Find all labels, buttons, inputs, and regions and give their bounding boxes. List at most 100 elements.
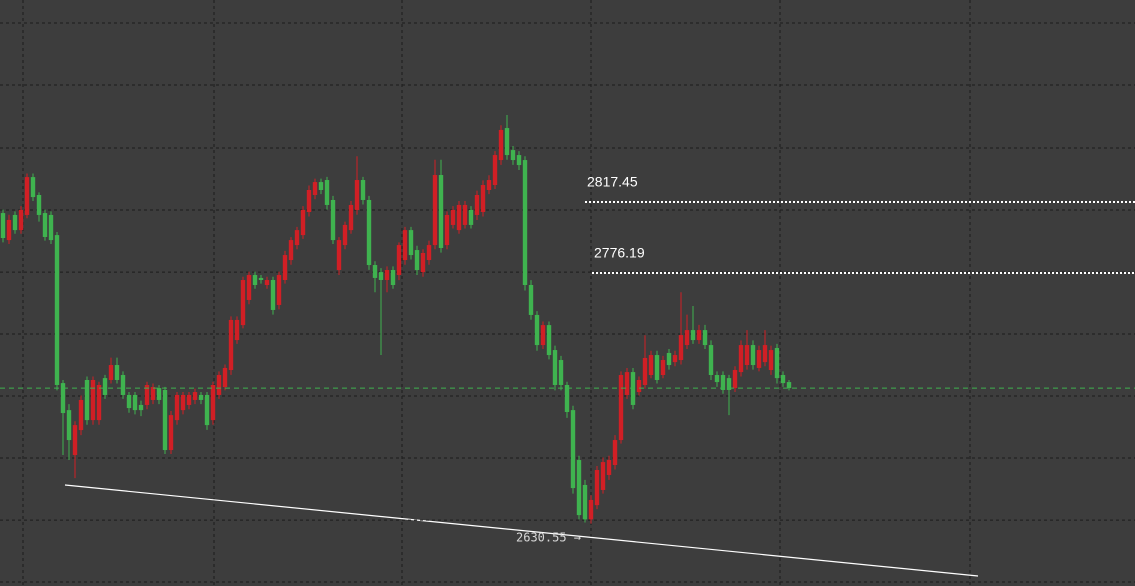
candle-body — [756, 350, 762, 368]
candle-body — [510, 150, 516, 161]
candle-body — [672, 355, 678, 363]
candle-body — [486, 180, 492, 190]
candle-body — [36, 194, 42, 215]
candle-body — [474, 194, 480, 215]
candle-body — [114, 365, 120, 380]
candle-body — [210, 384, 216, 421]
candle-body — [420, 252, 426, 273]
candle-body — [648, 355, 654, 376]
candle-body — [300, 209, 306, 236]
candle-body — [48, 214, 54, 241]
candle-body — [702, 330, 708, 346]
candle-body — [78, 399, 84, 431]
candle-body — [438, 175, 444, 248]
candle-body — [666, 352, 672, 366]
candle-body — [336, 240, 342, 271]
candle-body — [282, 255, 288, 281]
candle-body — [384, 270, 390, 281]
candle-body — [576, 460, 582, 516]
candle-body — [726, 378, 732, 390]
candle-body — [168, 415, 174, 451]
candle-body — [318, 182, 324, 190]
candle-body — [642, 357, 648, 385]
candle-body — [690, 330, 696, 341]
candle-body — [618, 375, 624, 441]
candle-body — [432, 175, 438, 246]
candle-body — [396, 245, 402, 276]
candle-body — [546, 325, 552, 356]
candle-body — [660, 360, 666, 376]
candle-body — [498, 129, 504, 161]
candle-body — [12, 214, 18, 231]
candle-body — [708, 345, 714, 376]
candle-body — [276, 275, 282, 305]
candle-body — [522, 160, 528, 285]
candle-body — [594, 470, 600, 506]
candle-body — [258, 277, 264, 281]
candle-body — [558, 360, 564, 385]
candle-body — [54, 235, 60, 385]
candle-body — [750, 345, 756, 366]
candle-body — [108, 365, 114, 380]
candle-body — [444, 214, 450, 246]
candle-body — [246, 275, 252, 300]
candle-body — [180, 394, 186, 411]
candle-body — [186, 394, 192, 405]
candle-body — [66, 410, 72, 441]
candle-body — [204, 394, 210, 426]
candle-body — [156, 388, 162, 400]
candle-body — [348, 204, 354, 231]
candle-body — [324, 180, 330, 205]
candle-body — [714, 375, 720, 383]
candle-body — [102, 378, 108, 395]
candle-body — [306, 189, 312, 213]
candle-body — [270, 280, 276, 310]
candle-body — [30, 177, 36, 198]
candle-body — [312, 182, 318, 195]
candle-body — [780, 375, 786, 384]
low-annotation: 2630.55 → — [516, 531, 581, 545]
candle-body — [540, 325, 546, 346]
candle-body — [120, 375, 126, 395]
candle-body — [414, 250, 420, 271]
candle-body — [732, 370, 738, 389]
candle-body — [174, 394, 180, 421]
candle-body — [330, 199, 336, 241]
candle-body — [294, 230, 300, 246]
candle-body — [24, 177, 30, 215]
candle-body — [150, 387, 156, 400]
candle-body — [378, 272, 384, 281]
candle-body — [720, 375, 726, 390]
candle-body — [774, 347, 780, 379]
candle-body — [570, 410, 576, 489]
candle-body — [198, 394, 204, 400]
candle-body — [288, 240, 294, 261]
candle-body — [18, 209, 24, 231]
candle-body — [144, 384, 150, 405]
candle-body — [126, 394, 132, 409]
candle-body — [240, 280, 246, 326]
candle-body — [684, 330, 690, 346]
candle-body — [516, 155, 522, 166]
candle-body — [162, 389, 168, 451]
candle-body — [0, 213, 6, 239]
candle-body — [588, 499, 594, 520]
candle-body — [192, 392, 198, 400]
candle-body — [534, 314, 540, 346]
candle-body — [132, 394, 138, 411]
candle-body — [624, 372, 630, 395]
candle-body — [84, 379, 90, 421]
candle-body — [360, 180, 366, 200]
candle-body — [564, 384, 570, 413]
candle-body — [216, 375, 222, 395]
candle-body — [678, 335, 684, 361]
candle-body — [96, 384, 102, 421]
candle-body — [744, 345, 750, 366]
candle-body — [426, 245, 432, 261]
candle-body — [600, 462, 606, 490]
candle-body — [264, 280, 270, 285]
candle-body — [738, 345, 744, 373]
candle-body — [480, 185, 486, 213]
